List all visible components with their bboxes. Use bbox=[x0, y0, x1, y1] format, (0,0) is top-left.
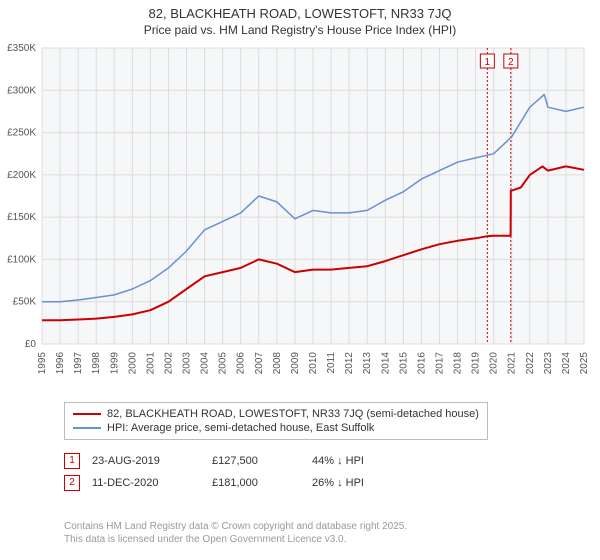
svg-text:1999: 1999 bbox=[109, 352, 120, 375]
data-row: 2 11-DEC-2020 £181,000 26% ↓ HPI bbox=[64, 472, 412, 494]
svg-text:1: 1 bbox=[485, 57, 491, 68]
svg-text:2008: 2008 bbox=[272, 352, 283, 375]
legend-label: 82, BLACKHEATH ROAD, LOWESTOFT, NR33 7JQ… bbox=[107, 408, 479, 420]
marker-badge: 1 bbox=[64, 453, 80, 469]
attribution-line: Contains HM Land Registry data © Crown c… bbox=[64, 520, 407, 533]
svg-text:2016: 2016 bbox=[416, 352, 427, 375]
svg-text:2022: 2022 bbox=[525, 352, 536, 375]
svg-text:£200K: £200K bbox=[7, 170, 36, 181]
svg-text:2010: 2010 bbox=[308, 352, 319, 375]
svg-text:2004: 2004 bbox=[200, 352, 211, 375]
data-row: 1 23-AUG-2019 £127,500 44% ↓ HPI bbox=[64, 450, 412, 472]
svg-text:2011: 2011 bbox=[326, 352, 337, 374]
chart-plot: £0£50K£100K£150K£200K£250K£300K£350K1995… bbox=[40, 44, 590, 394]
svg-text:£250K: £250K bbox=[7, 128, 36, 139]
svg-text:2012: 2012 bbox=[344, 352, 355, 375]
data-date: 23-AUG-2019 bbox=[92, 455, 212, 467]
marker-badge: 2 bbox=[64, 475, 80, 491]
legend-item: HPI: Average price, semi-detached house,… bbox=[73, 421, 479, 435]
data-pct: 44% ↓ HPI bbox=[312, 455, 412, 467]
svg-text:2025: 2025 bbox=[579, 352, 590, 375]
svg-text:1995: 1995 bbox=[37, 352, 48, 375]
svg-text:2007: 2007 bbox=[254, 352, 265, 375]
svg-text:2006: 2006 bbox=[236, 352, 247, 375]
svg-text:2013: 2013 bbox=[362, 352, 373, 375]
legend-swatch bbox=[73, 413, 101, 415]
data-date: 11-DEC-2020 bbox=[92, 477, 212, 489]
data-pct: 26% ↓ HPI bbox=[312, 477, 412, 489]
legend-swatch bbox=[73, 427, 101, 429]
legend-label: HPI: Average price, semi-detached house,… bbox=[107, 422, 374, 434]
svg-text:2005: 2005 bbox=[218, 352, 229, 375]
data-point-table: 1 23-AUG-2019 £127,500 44% ↓ HPI 2 11-DE… bbox=[64, 450, 412, 494]
data-price: £127,500 bbox=[212, 455, 312, 467]
svg-text:£350K: £350K bbox=[7, 43, 36, 54]
legend: 82, BLACKHEATH ROAD, LOWESTOFT, NR33 7JQ… bbox=[64, 402, 488, 440]
svg-text:2014: 2014 bbox=[380, 352, 391, 375]
svg-text:2015: 2015 bbox=[398, 352, 409, 375]
svg-text:2020: 2020 bbox=[489, 352, 500, 375]
chart-subtitle: Price paid vs. HM Land Registry's House … bbox=[0, 21, 600, 37]
svg-text:2001: 2001 bbox=[145, 352, 156, 375]
svg-text:2009: 2009 bbox=[290, 352, 301, 375]
attribution-line: This data is licensed under the Open Gov… bbox=[64, 533, 407, 546]
svg-text:£50K: £50K bbox=[13, 297, 37, 308]
svg-text:2000: 2000 bbox=[127, 352, 138, 375]
svg-text:2024: 2024 bbox=[561, 352, 572, 375]
svg-text:2021: 2021 bbox=[507, 352, 518, 375]
data-price: £181,000 bbox=[212, 477, 312, 489]
svg-text:1996: 1996 bbox=[55, 352, 66, 375]
svg-text:2003: 2003 bbox=[182, 352, 193, 375]
svg-text:2019: 2019 bbox=[471, 352, 482, 375]
svg-text:£100K: £100K bbox=[7, 254, 36, 265]
chart-svg: £0£50K£100K£150K£200K£250K£300K£350K1995… bbox=[40, 44, 590, 394]
svg-text:2018: 2018 bbox=[453, 352, 464, 375]
legend-item: 82, BLACKHEATH ROAD, LOWESTOFT, NR33 7JQ… bbox=[73, 407, 479, 421]
svg-text:1998: 1998 bbox=[91, 352, 102, 375]
svg-text:£0: £0 bbox=[25, 339, 37, 350]
svg-text:1997: 1997 bbox=[73, 352, 84, 375]
attribution: Contains HM Land Registry data © Crown c… bbox=[64, 520, 407, 546]
svg-text:£300K: £300K bbox=[7, 85, 36, 96]
chart-container: 82, BLACKHEATH ROAD, LOWESTOFT, NR33 7JQ… bbox=[0, 0, 600, 560]
svg-text:£150K: £150K bbox=[7, 212, 36, 223]
svg-text:2023: 2023 bbox=[543, 352, 554, 375]
svg-text:2: 2 bbox=[508, 57, 514, 68]
chart-title-address: 82, BLACKHEATH ROAD, LOWESTOFT, NR33 7JQ bbox=[0, 0, 600, 21]
svg-text:2017: 2017 bbox=[434, 352, 445, 375]
svg-text:2002: 2002 bbox=[163, 352, 174, 375]
